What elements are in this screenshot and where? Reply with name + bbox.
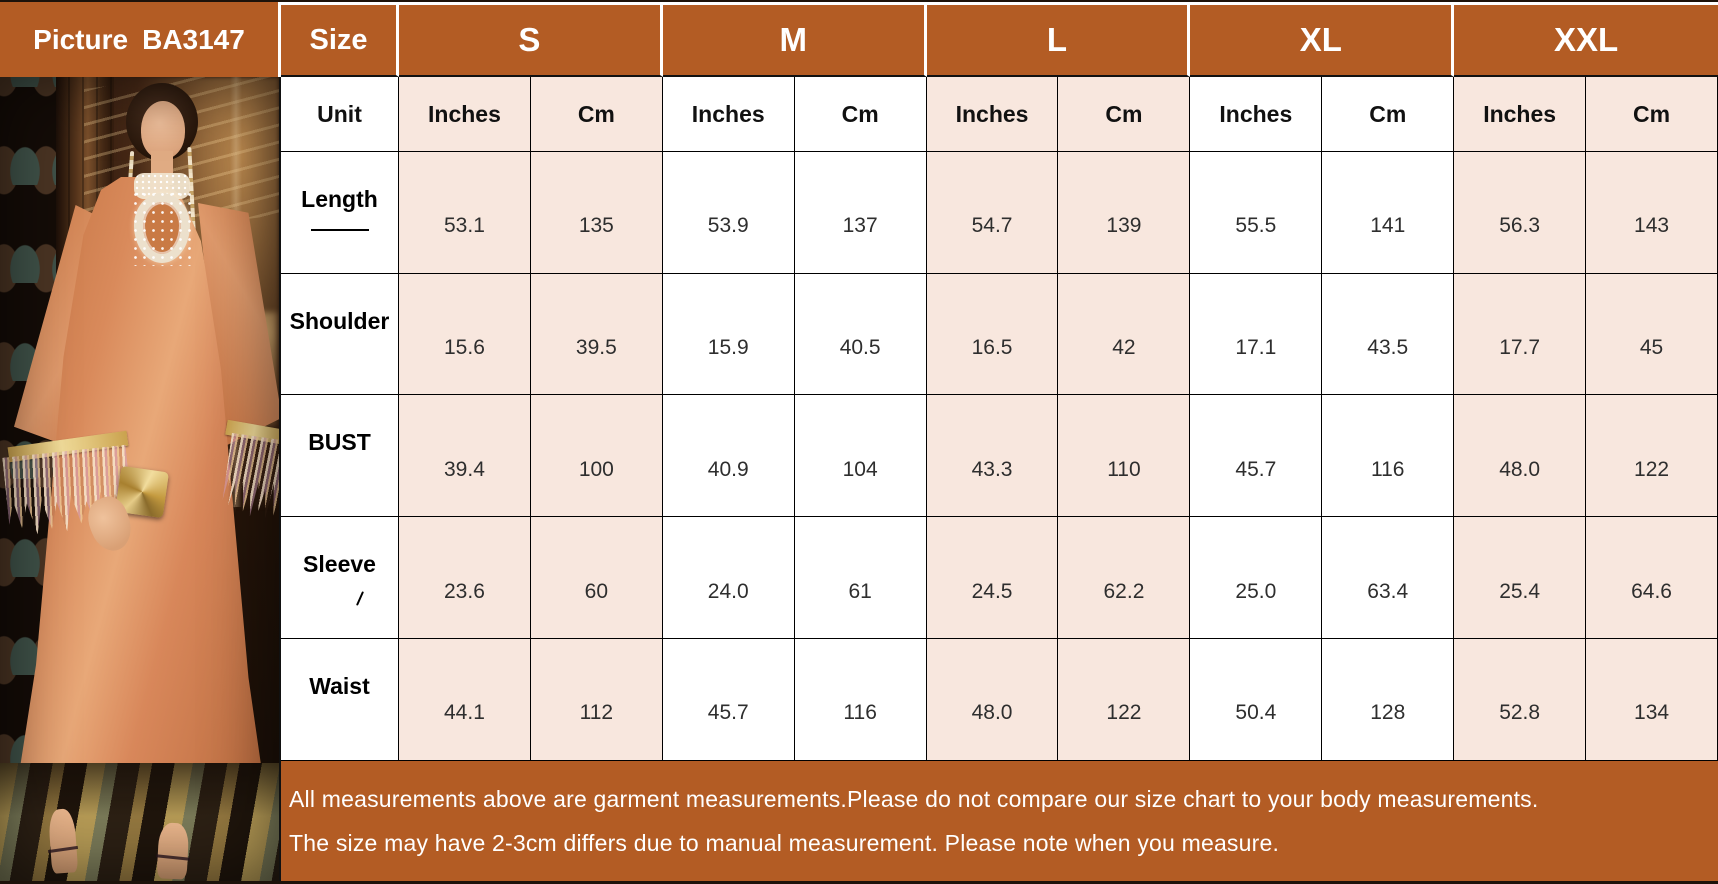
- unit-header-m-inches: Inches: [662, 77, 795, 152]
- cursor-artifact: [355, 591, 365, 606]
- value-sleeve-xl-cm: 63.4: [1322, 517, 1455, 639]
- picture-header-label: Picture: [33, 23, 129, 55]
- size-header-m: M: [662, 2, 927, 77]
- model-foot-right: [156, 822, 190, 880]
- value-waist-m-inches: 45.7: [662, 638, 795, 761]
- value-bust-s-inches: 39.4: [399, 395, 531, 518]
- product-photo: [0, 77, 281, 881]
- value-bust-xl-cm: 116: [1322, 395, 1455, 518]
- value-shoulder-s-cm: 39.5: [530, 273, 663, 396]
- value-length-m-inches: 53.9: [662, 152, 795, 274]
- value-shoulder-xl-cm: 43.5: [1322, 273, 1455, 396]
- value-waist-xl-inches: 50.4: [1190, 638, 1323, 761]
- value-waist-m-cm: 116: [794, 638, 927, 761]
- value-shoulder-m-cm: 40.5: [794, 273, 927, 396]
- value-length-xl-cm: 141: [1322, 152, 1455, 274]
- value-shoulder-s-inches: 15.6: [399, 273, 531, 396]
- row-label-sleeve: Sleeve: [281, 517, 399, 639]
- unit-header-xl-cm: Cm: [1322, 77, 1455, 152]
- value-waist-xxl-cm: 134: [1586, 638, 1718, 761]
- value-waist-l-inches: 48.0: [926, 638, 1059, 761]
- footer-note-line-1: All measurements above are garment measu…: [289, 786, 1539, 813]
- value-bust-m-inches: 40.9: [662, 395, 795, 518]
- value-shoulder-xxl-cm: 45: [1586, 273, 1718, 396]
- value-bust-s-cm: 100: [530, 395, 663, 518]
- value-shoulder-l-inches: 16.5: [926, 273, 1059, 396]
- value-sleeve-s-cm: 60: [530, 517, 663, 639]
- value-sleeve-m-inches: 24.0: [662, 517, 795, 639]
- value-length-xxl-cm: 143: [1586, 152, 1718, 274]
- value-sleeve-xxl-cm: 64.6: [1586, 517, 1718, 639]
- unit-header-s-inches: Inches: [399, 77, 531, 152]
- unit-header: Unit: [281, 77, 399, 152]
- value-sleeve-xl-inches: 25.0: [1190, 517, 1323, 639]
- value-waist-l-cm: 122: [1058, 638, 1191, 761]
- value-length-m-cm: 137: [794, 152, 927, 274]
- row-label-length: Length: [281, 152, 399, 274]
- unit-header-l-cm: Cm: [1058, 77, 1191, 152]
- size-header-s: S: [399, 2, 663, 77]
- value-sleeve-l-inches: 24.5: [926, 517, 1059, 639]
- value-shoulder-m-inches: 15.9: [662, 273, 795, 396]
- value-bust-xxl-cm: 122: [1586, 395, 1718, 518]
- value-length-l-inches: 54.7: [926, 152, 1059, 274]
- size-header-xxl: XXL: [1454, 2, 1718, 77]
- label-underline: [310, 229, 369, 231]
- value-bust-m-cm: 104: [794, 395, 927, 518]
- striped-carpet-floor: [0, 763, 279, 881]
- value-length-s-inches: 53.1: [399, 152, 531, 274]
- measurement-note-footer: All measurements above are garment measu…: [281, 760, 1718, 881]
- size-header-l: L: [926, 2, 1191, 77]
- row-label-bust: BUST: [281, 395, 399, 518]
- picture-column: Picture BA3147: [0, 2, 281, 881]
- unit-header-xl-inches: Inches: [1190, 77, 1323, 152]
- value-bust-l-cm: 110: [1058, 395, 1191, 518]
- unit-header-l-inches: Inches: [926, 77, 1059, 152]
- value-shoulder-xl-inches: 17.1: [1190, 273, 1323, 396]
- footer-note-line-2: The size may have 2-3cm differs due to m…: [289, 829, 1280, 856]
- jeweled-keyhole-neckline: [131, 190, 193, 266]
- picture-header: Picture BA3147: [0, 2, 281, 77]
- value-length-xl-inches: 55.5: [1190, 152, 1323, 274]
- value-sleeve-l-cm: 62.2: [1058, 517, 1191, 639]
- unit-header-s-cm: Cm: [530, 77, 663, 152]
- value-waist-s-cm: 112: [530, 638, 663, 761]
- row-label-shoulder: Shoulder: [281, 273, 399, 396]
- value-bust-xl-inches: 45.7: [1190, 395, 1323, 518]
- value-sleeve-m-cm: 61: [794, 517, 927, 639]
- value-waist-xxl-inches: 52.8: [1454, 638, 1587, 761]
- value-shoulder-xxl-inches: 17.7: [1454, 273, 1587, 396]
- value-length-xxl-inches: 56.3: [1454, 152, 1587, 274]
- size-column-header: Size: [281, 2, 399, 77]
- value-length-l-cm: 139: [1058, 152, 1191, 274]
- unit-header-xxl-cm: Cm: [1586, 77, 1718, 152]
- value-waist-xl-cm: 128: [1322, 638, 1455, 761]
- value-shoulder-l-cm: 42: [1058, 273, 1191, 396]
- value-length-s-cm: 135: [530, 152, 663, 274]
- model-face: [141, 101, 185, 159]
- value-waist-s-inches: 44.1: [399, 638, 531, 761]
- unit-header-m-cm: Cm: [794, 77, 927, 152]
- size-table-column: Size S M L XL XXL Unit Inches Cm Inches Cm Inches Cm…: [281, 2, 1718, 881]
- size-table: Size S M L XL XXL Unit Inches Cm Inches Cm Inches Cm…: [281, 2, 1718, 761]
- value-sleeve-xxl-inches: 25.4: [1454, 517, 1587, 639]
- value-bust-l-inches: 43.3: [926, 395, 1059, 518]
- value-sleeve-s-inches: 23.6: [399, 517, 531, 639]
- product-code: BA3147: [142, 23, 245, 55]
- unit-header-xxl-inches: Inches: [1454, 77, 1587, 152]
- value-bust-xxl-inches: 48.0: [1454, 395, 1587, 518]
- size-header-xl: XL: [1190, 2, 1455, 77]
- row-label-waist: Waist: [281, 638, 399, 761]
